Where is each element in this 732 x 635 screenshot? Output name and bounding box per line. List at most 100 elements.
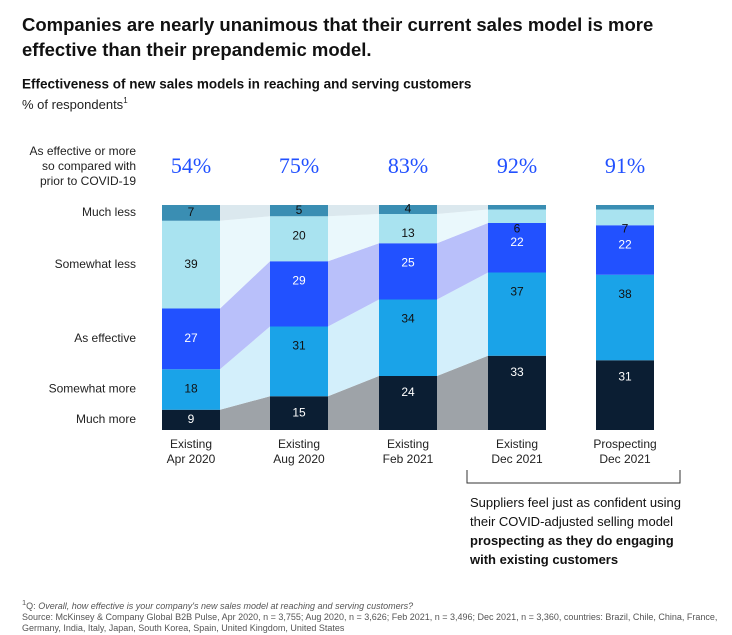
ribbon xyxy=(220,326,270,410)
chart-title: Companies are nearly unanimous that thei… xyxy=(22,14,653,35)
bar-segment xyxy=(379,214,437,244)
series-label: Much less xyxy=(82,205,136,219)
footnote-marker: 1 xyxy=(123,96,128,105)
summary-value: 54% xyxy=(171,153,211,178)
annotation-box: Suppliers feel just as confident using t… xyxy=(470,493,700,569)
bar-segment xyxy=(162,369,220,410)
segment-label: 15 xyxy=(292,405,306,419)
bar-segment xyxy=(596,209,654,226)
ribbon xyxy=(220,261,270,370)
x-tick-label: Existing xyxy=(496,437,538,451)
chart-subtitle: Effectiveness of new sales models in rea… xyxy=(22,77,471,92)
bar-segment xyxy=(596,274,654,361)
segment-label: 13 xyxy=(401,226,415,240)
bar-segment xyxy=(488,223,546,273)
annotation: Suppliers feel just as confident using t… xyxy=(470,493,700,569)
segment-label: 29 xyxy=(292,273,306,287)
bar-segment xyxy=(596,360,654,430)
bar-segment xyxy=(162,308,220,370)
bar-segment xyxy=(162,220,220,309)
segment-label: 6 xyxy=(514,222,521,236)
summary-value: 91% xyxy=(605,153,645,178)
annotation-text: Suppliers feel just as confident using t… xyxy=(470,495,682,529)
segment-label: 34 xyxy=(401,312,415,326)
bar-segment xyxy=(270,396,328,430)
ribbon xyxy=(220,205,270,221)
segment-label: 25 xyxy=(401,255,415,269)
ribbon xyxy=(437,355,488,430)
ribbons xyxy=(220,205,488,430)
bar-segment xyxy=(270,216,328,262)
summary-value: 83% xyxy=(388,153,428,178)
annotation-emphasis: prospecting as they do engaging with exi… xyxy=(470,533,674,567)
unit-label: % of respondents1 xyxy=(22,96,128,112)
unit-text: % of respondents xyxy=(22,97,124,112)
bar-segment xyxy=(379,205,437,214)
summary-label: so compared with xyxy=(42,159,136,173)
segment-label: 37 xyxy=(510,285,524,299)
bar-segment xyxy=(488,355,546,430)
bar-segment xyxy=(379,243,437,300)
segment-label: 31 xyxy=(618,369,632,383)
bar-segment xyxy=(162,409,220,430)
summary-value: 75% xyxy=(279,153,319,178)
ribbon xyxy=(328,214,379,262)
footnote: 1Q: Overall, how effective is your compa… xyxy=(22,597,722,634)
x-tick-label: Dec 2021 xyxy=(599,452,651,466)
ribbon xyxy=(437,272,488,376)
ribbon xyxy=(328,205,379,217)
bar-segment xyxy=(596,205,654,210)
segment-label: 38 xyxy=(618,287,632,301)
x-tick-label: Existing xyxy=(387,437,429,451)
segment-label: 7 xyxy=(622,222,629,236)
segment-label: 18 xyxy=(184,382,198,396)
ribbon xyxy=(437,205,488,214)
series-label: Much more xyxy=(76,412,136,426)
bar-segment xyxy=(379,376,437,430)
footnote-question: Overall, how effective is your company's… xyxy=(38,601,414,611)
x-tick-label: Apr 2020 xyxy=(167,452,216,466)
summary-label: prior to COVID-19 xyxy=(40,174,136,188)
x-tick-label: Existing xyxy=(278,437,320,451)
bar-segment xyxy=(488,272,546,356)
ribbon xyxy=(437,223,488,300)
segment-label: 31 xyxy=(292,339,306,353)
bar-segment xyxy=(162,205,220,221)
chart-title: effective than their prepandemic model. xyxy=(22,39,372,60)
bar-segment xyxy=(379,299,437,376)
x-tick-label: Dec 2021 xyxy=(491,452,543,466)
segment-label: 27 xyxy=(184,331,198,345)
summary-value: 92% xyxy=(497,153,537,178)
summary-label: As effective or more xyxy=(30,144,137,158)
series-label: Somewhat less xyxy=(55,257,136,271)
bar-segment xyxy=(270,205,328,217)
ribbon xyxy=(437,209,488,244)
source: Source: McKinsey & Company Global B2B Pu… xyxy=(22,612,718,633)
bracket xyxy=(466,470,681,484)
ribbon xyxy=(220,396,270,430)
series-label: Somewhat more xyxy=(49,382,137,396)
x-tick-label: Aug 2020 xyxy=(273,452,325,466)
series-label: As effective xyxy=(74,331,136,345)
segment-label: 9 xyxy=(188,412,195,426)
bar-segment xyxy=(270,261,328,327)
segment-label: 22 xyxy=(618,237,632,251)
x-tick-label: Existing xyxy=(170,437,212,451)
segment-label: 20 xyxy=(292,228,306,242)
ribbon xyxy=(328,299,379,397)
bar-segment xyxy=(488,209,546,223)
segment-label: 7 xyxy=(188,205,195,219)
ribbon xyxy=(220,216,270,309)
x-tick-label: Feb 2021 xyxy=(383,452,434,466)
footnote-box: 1Q: Overall, how effective is your compa… xyxy=(22,597,722,634)
ribbon xyxy=(328,376,379,430)
bar-segment xyxy=(488,205,546,210)
segment-label: 4 xyxy=(405,202,412,216)
bar-segment xyxy=(596,225,654,275)
footnote-prefix: Q: xyxy=(26,601,36,611)
segment-label: 5 xyxy=(296,203,303,217)
segment-label: 33 xyxy=(510,365,524,379)
segment-label: 39 xyxy=(184,257,198,271)
ribbon xyxy=(328,243,379,327)
